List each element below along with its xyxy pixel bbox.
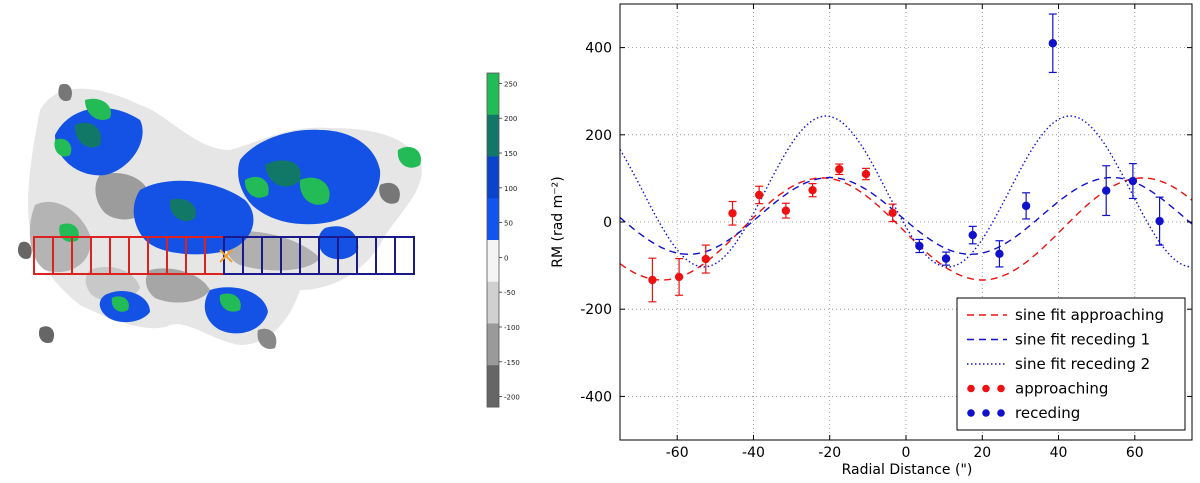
colorbar-tick-label: 250 [504,80,517,88]
colorbar-tick-label: 50 [504,220,513,228]
x-tick-label: 40 [1050,445,1068,461]
colorbar-segment [487,114,499,157]
colorbar-tick-label: -150 [504,359,520,367]
x-tick-label: 20 [973,445,991,461]
x-tick-label: -20 [818,445,841,461]
legend-label: sine fit approaching [1015,306,1164,324]
colorbar-tick-label: 200 [504,115,517,123]
y-tick-label: 200 [585,128,612,144]
data-point [888,208,897,218]
colorbar-segment [487,323,499,366]
receding-box [394,236,415,275]
data-point [915,241,924,251]
rm-map: 250 200 150 100 50 0 -50 -100 -150 -200 [17,72,520,408]
rm-map-panel: 250 200 150 100 50 0 -50 -100 -150 -200 [0,0,540,479]
colorbar-tick-label: 0 [504,254,508,262]
data-point [808,185,817,195]
y-ticks: -400 -200 0 200 400 [580,41,1192,405]
legend-label: sine fit receding 2 [1015,355,1150,373]
x-ticks: -60 -40 -20 0 20 40 60 [666,4,1144,461]
legend-marker-swatch [967,409,975,417]
y-tick-label: -400 [580,389,612,405]
data-point [1102,186,1111,195]
legend-label: approaching [1015,380,1108,398]
colorbar-tick-label: -50 [504,289,515,297]
data-point [701,254,710,264]
y-tick-label: 0 [603,215,612,231]
data-point [754,190,764,200]
data-point [781,206,791,215]
data-point [968,230,977,240]
y-tick-label: -200 [580,302,612,318]
colorbar-segment [487,156,499,199]
y-axis-label: RM (rad m⁻²) [550,176,566,268]
legend-marker-swatch [967,384,975,393]
colorbar-segment [487,240,499,283]
legend-marker-swatch [982,384,990,393]
data-point [1155,216,1164,226]
colorbar-tick-label: 150 [504,150,517,158]
data-point [861,169,871,179]
x-axis-label: Radial Distance (") [842,462,973,478]
legend: sine fit approaching sine fit receding 1 s… [956,297,1186,431]
data-points [648,13,1164,303]
colorbar-tick-label: 100 [504,185,517,193]
colorbar-tick-label: -200 [504,394,520,402]
colorbar-segment [487,281,499,324]
data-point [835,165,844,174]
colorbar: 250 200 150 100 50 0 -50 -100 -150 -200 [486,72,520,408]
legend-label: sine fit receding 1 [1015,331,1150,349]
colorbar-segment [487,73,499,116]
legend-marker-swatch [997,409,1005,417]
fit-curves [620,115,1192,281]
colorbar-segment [487,365,499,408]
data-point [995,249,1004,259]
fit-curve [620,177,1192,281]
rm-map-image [17,83,422,349]
y-tick-label: 400 [585,41,612,57]
data-point [648,275,657,285]
x-tick-label: 0 [902,445,911,461]
data-point [1048,39,1058,48]
legend-marker-swatch [982,409,990,417]
x-tick-label: 60 [1126,445,1144,461]
receding-boxes [223,236,415,275]
center-marker-icon [219,249,233,263]
x-tick-label: -60 [666,445,689,461]
fit-curve [620,176,1192,256]
x-tick-label: -40 [742,445,765,461]
legend-label: receding [1015,404,1080,422]
data-point [1128,176,1138,186]
colorbar-tick-label: -100 [504,324,520,332]
legend-marker-swatch [997,384,1005,393]
rm-plot-panel: -60 -40 -20 0 20 40 60 -400 -200 0 200 400 Radial … [540,0,1200,479]
data-point [941,254,951,263]
colorbar-segment [487,198,499,241]
fit-curve [620,115,1192,268]
data-point [728,209,737,218]
data-point [1021,201,1031,211]
data-point [674,272,684,282]
